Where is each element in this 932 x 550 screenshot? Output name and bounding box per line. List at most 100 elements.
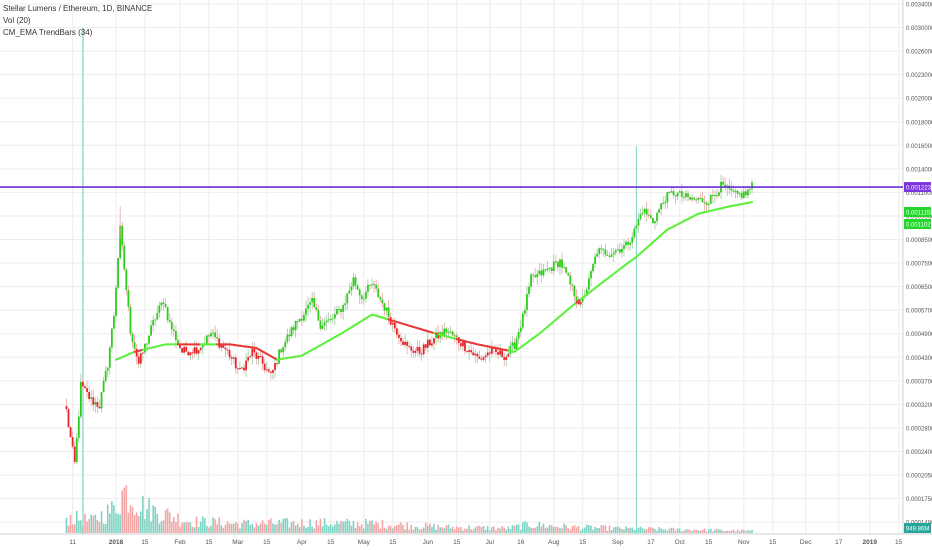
candle-body [158, 305, 161, 313]
volume-bar [678, 528, 681, 533]
candle-body [385, 307, 388, 311]
candle-body [333, 314, 336, 319]
candle-body [497, 352, 499, 355]
volume-bar [486, 526, 489, 533]
candle-body [152, 320, 155, 326]
volume-bar [402, 524, 404, 533]
candle-body [594, 256, 596, 265]
candle-body [577, 301, 580, 305]
candle-body [406, 341, 409, 346]
volume-indicator-label[interactable]: Vol (20) [3, 16, 31, 25]
candle-body [740, 193, 743, 198]
candle-body [249, 356, 252, 358]
volume-bar [195, 516, 198, 533]
volume-bar [691, 531, 693, 533]
candle-body [511, 342, 514, 346]
volume-bar [548, 524, 551, 533]
volume-bar [323, 518, 326, 533]
candle-body [598, 248, 601, 254]
volume-bar [121, 490, 123, 533]
volume-bar [509, 529, 512, 533]
volume-bar [189, 522, 192, 533]
time-axis[interactable]: 11 2018 15 Feb 15 Mar 15 Apr 15 May 15 Jun 15 Jul 16 Au… [69, 539, 902, 546]
candle-body [610, 254, 613, 257]
volume-bar [424, 522, 427, 533]
candle-body [509, 345, 512, 354]
candle-body [538, 270, 541, 275]
time-tick-label: Apr [297, 539, 308, 546]
volume-bar [263, 523, 266, 533]
candle-body [400, 337, 402, 342]
candle-body [532, 274, 535, 276]
candle-body [311, 297, 314, 303]
ema-indicator-label[interactable]: CM_EMA TrendBars (34) [3, 28, 93, 37]
volume-bar [550, 525, 553, 533]
candle-body [290, 327, 293, 337]
volume-bar [536, 526, 539, 533]
volume-bar [148, 498, 150, 533]
volume-bar [693, 529, 695, 533]
candle-body [703, 202, 706, 204]
candle-body [379, 297, 382, 300]
volume-bar [133, 514, 136, 533]
volume-bar [206, 525, 208, 533]
candle-body [255, 352, 258, 359]
candle-body [604, 249, 607, 255]
volume-bar [674, 530, 677, 533]
volume-bar [197, 527, 200, 533]
candle-body [484, 355, 487, 358]
candle-body [154, 319, 157, 321]
volume-bar [65, 517, 68, 533]
volume-bar [166, 508, 169, 533]
candle-body [100, 392, 103, 409]
candle-body [375, 284, 378, 289]
candle-body [108, 347, 111, 368]
candle-body [181, 348, 183, 353]
volume-bar [185, 522, 188, 533]
grid [0, 0, 932, 535]
candle-body [228, 350, 231, 358]
volume-bar [369, 520, 371, 533]
volume-bar [410, 524, 413, 533]
candle-body [544, 269, 547, 271]
price-tick-label: 0.00020500 [906, 474, 932, 480]
volume-bar [98, 521, 101, 533]
candle-body [319, 320, 322, 329]
volume-bar [563, 523, 565, 533]
candle-body [742, 191, 745, 198]
candle-body [478, 356, 481, 359]
price-axis[interactable]: 0.00340000 0.00300000 0.00260000 0.00230000… [904, 3, 932, 534]
volume-bar [745, 530, 747, 533]
volume-bar [654, 528, 656, 533]
volume-bar [247, 519, 249, 533]
volume-bar [78, 520, 80, 533]
candle-body [656, 212, 658, 222]
volume-bar [404, 529, 406, 533]
volume-bar [460, 527, 462, 533]
candle-body [166, 307, 169, 321]
volume-bar [720, 529, 722, 533]
candle-body [135, 348, 138, 357]
candle-body [503, 357, 506, 360]
candle-body [160, 302, 163, 306]
volume-bar [596, 527, 598, 533]
candle-body [164, 304, 167, 308]
candle-body [472, 352, 475, 356]
volume-bar [313, 528, 316, 533]
volume-bar [220, 525, 223, 533]
candle-body [288, 334, 291, 337]
volume-bar [139, 511, 142, 533]
candle-body [528, 286, 530, 294]
symbol-title[interactable]: Stellar Lumens / Ethereum, 1D, BINANCE [3, 4, 153, 13]
candle-body [534, 275, 537, 278]
volume-bar [177, 513, 179, 533]
volume-bar [488, 530, 491, 533]
candle-body [705, 202, 708, 205]
candle-body [377, 288, 380, 298]
candle-body [746, 189, 749, 196]
candle-body [309, 302, 312, 305]
volume-bar [443, 528, 446, 533]
time-tick-label: Oct [675, 539, 685, 546]
volume-bar [503, 527, 506, 533]
